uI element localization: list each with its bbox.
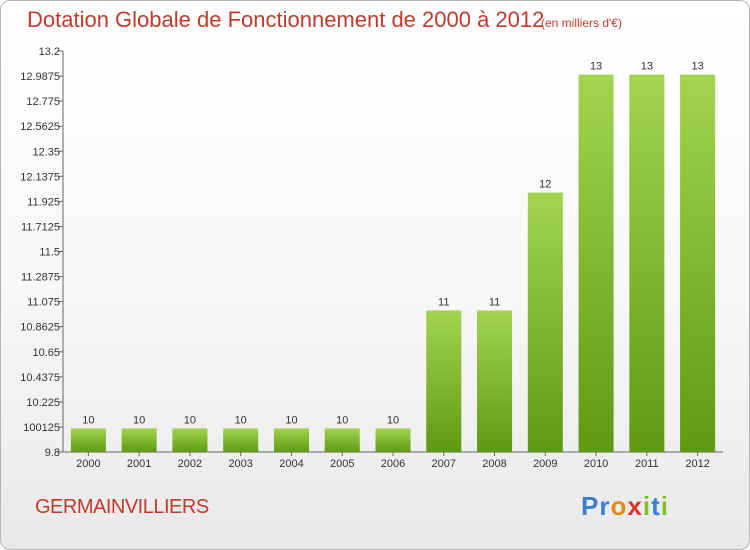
y-tick-label: 12.5625 [20,121,60,133]
bar [324,428,360,452]
y-tick-label: 11.7125 [21,221,60,233]
bar-value-label: 13 [691,61,703,73]
x-tick-label: 2010 [584,458,608,470]
bar-value-label: 13 [590,61,602,73]
y-tick-label: 12.1375 [20,171,60,183]
bar [273,428,309,452]
bar-value-label: 11 [438,296,449,308]
bar-value-label: 10 [285,414,297,426]
y-tick-label: 11.2875 [21,272,60,284]
bar [680,74,716,453]
y-tick-label: 10.4375 [20,372,60,384]
bar-value-label: 10 [387,414,399,426]
bar [172,428,208,452]
y-tick-label: 13.2 [39,46,60,58]
y-tick-label: 12.9875 [20,71,60,83]
logo-letter: r [599,491,611,521]
y-tick-label: 9.8 [45,447,60,459]
y-tick-label: 10.225 [26,397,60,409]
chart-title: Dotation Globale de Fonctionnement de 20… [27,7,545,32]
bar-value-label: 10 [82,414,94,426]
x-tick-label: 2000 [76,458,100,470]
y-tick-label: 12.35 [32,146,60,158]
logo-letter: P [581,491,600,521]
logo-letter: x [627,491,643,521]
bar-value-label: 10 [184,414,196,426]
bar [223,428,259,452]
bar-value-label: 13 [641,61,653,73]
bar-value-label: 10 [235,414,247,426]
chart-unit: (en milliers d'€) [541,16,622,30]
bar [629,74,665,453]
commune-name: GERMAINVILLIERS [35,496,209,518]
x-tick-label: 2002 [178,458,202,470]
x-tick-label: 2009 [533,458,557,470]
x-tick-label: 2005 [330,458,354,470]
y-tick-label: 10.65 [32,347,60,359]
y-tick-label: 10.8625 [20,322,60,334]
bar [426,310,462,452]
x-tick-label: 2001 [127,458,151,470]
x-tick-label: 2012 [685,458,709,470]
bar [70,428,106,452]
bar [121,428,157,452]
logo-letter: t [651,491,661,521]
y-tick-label: 11.075 [27,297,60,309]
x-tick-label: 2007 [432,458,456,470]
y-tick-label: 12.775 [26,96,60,108]
x-tick-label: 2008 [482,458,506,470]
bar [527,192,563,452]
bar [578,74,614,453]
y-tick-label: 100125 [23,422,60,434]
x-tick-label: 2011 [635,458,659,470]
x-tick-label: 2006 [381,458,405,470]
bar-value-label: 12 [539,179,551,191]
y-tick-label: 11.5 [39,247,60,259]
bar [375,428,411,452]
logo-letter: i [642,491,652,521]
bar-value-label: 10 [336,414,348,426]
logo-letter: o [610,491,628,521]
bar-value-label: 11 [489,296,500,308]
logo-letter: i [660,491,669,521]
y-tick-label: 11.925 [27,196,60,208]
x-tick-label: 2004 [279,458,303,470]
x-tick-label: 2003 [228,458,252,470]
proxiti-logo: Proxiti [581,491,669,522]
bar [477,310,513,452]
bar-value-label: 10 [133,414,145,426]
